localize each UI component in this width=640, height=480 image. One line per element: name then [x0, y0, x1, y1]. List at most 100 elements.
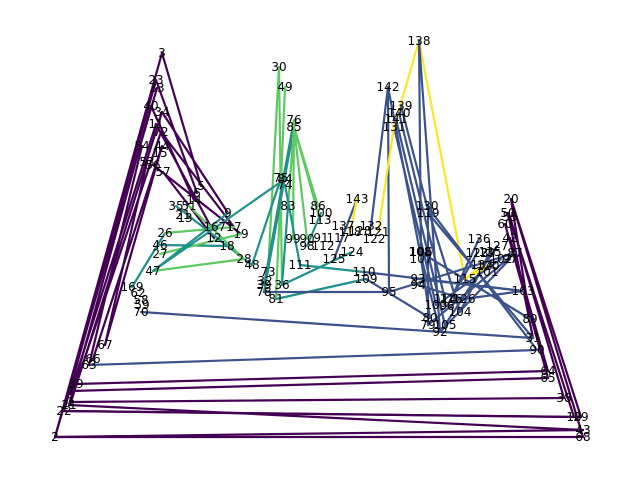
node-label: 139 — [390, 99, 413, 113]
graph-edge — [154, 78, 199, 195]
graph-edge — [67, 403, 585, 432]
node-label: 84 — [277, 172, 292, 186]
node-label: 5 — [197, 179, 205, 193]
graph-edge — [139, 310, 535, 340]
node-label: 39 — [256, 278, 271, 292]
node-label: 21 — [175, 208, 190, 222]
node-label: 6 — [193, 186, 201, 200]
graph-edge — [151, 177, 287, 273]
graph-edges — [53, 39, 585, 439]
node-label: 70 — [133, 305, 148, 319]
graph-edge — [417, 39, 423, 254]
graph-edge — [53, 428, 585, 439]
node-label: 42 — [502, 231, 517, 245]
node-label: 59 — [134, 298, 149, 312]
node-label: 81 — [268, 292, 283, 306]
node-label: 111 — [289, 258, 312, 272]
node-label: 54 — [134, 139, 149, 153]
node-label: 49 — [277, 80, 292, 94]
graph-edge — [364, 277, 432, 320]
node-label: 87 — [507, 246, 522, 260]
graph-edge — [462, 289, 525, 301]
graph-edge — [160, 51, 203, 188]
node-label: 46 — [152, 238, 167, 252]
graph-edge — [443, 257, 503, 301]
node-label: 51 — [181, 199, 196, 213]
graph-edge — [386, 85, 391, 294]
node-label: 93 — [410, 272, 425, 286]
node-label: 130 — [416, 199, 439, 213]
node-label: 118 — [339, 225, 362, 239]
node-label: 99 — [285, 232, 300, 246]
node-label: 60 — [497, 217, 512, 231]
graph-edge — [397, 111, 447, 301]
graph-edge — [416, 283, 466, 301]
graph-edge — [438, 257, 512, 334]
graph-edge — [292, 125, 322, 222]
graph-edge — [445, 251, 479, 308]
node-label: 36 — [274, 278, 289, 292]
graph-edge — [362, 270, 525, 293]
node-label: 138 — [408, 34, 431, 48]
node-label: 35 — [168, 199, 183, 213]
node-label: 71 — [218, 220, 233, 234]
node-label: 134 — [471, 258, 494, 272]
node-label: 15 — [152, 146, 167, 160]
node-label: 97 — [502, 252, 517, 266]
graph-edge — [369, 85, 390, 228]
node-label: 66 — [85, 352, 100, 366]
node-label: 96 — [439, 299, 454, 313]
node-label: 14 — [186, 193, 201, 207]
graph-edge — [292, 125, 309, 241]
graph-edge — [458, 250, 492, 314]
graph-edge — [160, 110, 230, 215]
graph-edge — [509, 197, 532, 321]
node-label: 106 — [410, 245, 433, 259]
graph-edge — [274, 277, 368, 301]
graph-edge — [332, 197, 359, 261]
graph-edge — [417, 39, 442, 334]
node-label: 9 — [224, 206, 232, 220]
node-label: 101 — [476, 265, 499, 279]
node-label: 129 — [473, 246, 496, 260]
node-label: 131 — [383, 120, 406, 134]
node-label: 109 — [355, 272, 378, 286]
node-label: 65 — [540, 371, 555, 385]
graph-edge — [280, 250, 354, 287]
graph-edge — [262, 125, 296, 294]
graph-edge — [443, 244, 499, 327]
node-label: 100 — [310, 206, 333, 220]
node-label: 95 — [381, 285, 396, 299]
node-label: 68 — [575, 430, 590, 444]
graph-edge — [376, 125, 396, 234]
node-label: 23 — [148, 73, 163, 87]
node-label: 108 — [409, 245, 432, 259]
node-label: 27 — [152, 247, 167, 261]
node-label: 13 — [177, 211, 192, 225]
node-label: 140 — [388, 106, 411, 120]
node-label: 63 — [81, 358, 96, 372]
graph-edge — [283, 183, 302, 267]
node-label: 40 — [143, 99, 158, 113]
node-label: 117 — [327, 231, 350, 245]
graph-edge — [69, 122, 158, 393]
graph-edge — [348, 197, 359, 234]
graph-edge — [463, 264, 490, 281]
node-label: 10 — [566, 410, 581, 424]
node-label: 1 — [67, 395, 75, 409]
graph-edge — [87, 348, 539, 367]
node-label: 78 — [256, 285, 271, 299]
node-label: 104 — [449, 305, 472, 319]
node-label: 94 — [410, 278, 425, 292]
node-label: 137 — [332, 219, 355, 233]
node-label: 18 — [219, 239, 234, 253]
graph-edge — [159, 130, 236, 229]
graph-edge — [91, 144, 164, 361]
node-label: 86 — [310, 199, 325, 213]
node-label: 38 — [556, 391, 571, 405]
node-label: 44 — [154, 139, 169, 153]
node-label: 50 — [500, 206, 515, 220]
graph-edge — [154, 122, 213, 229]
node-label: 3 — [158, 46, 166, 60]
